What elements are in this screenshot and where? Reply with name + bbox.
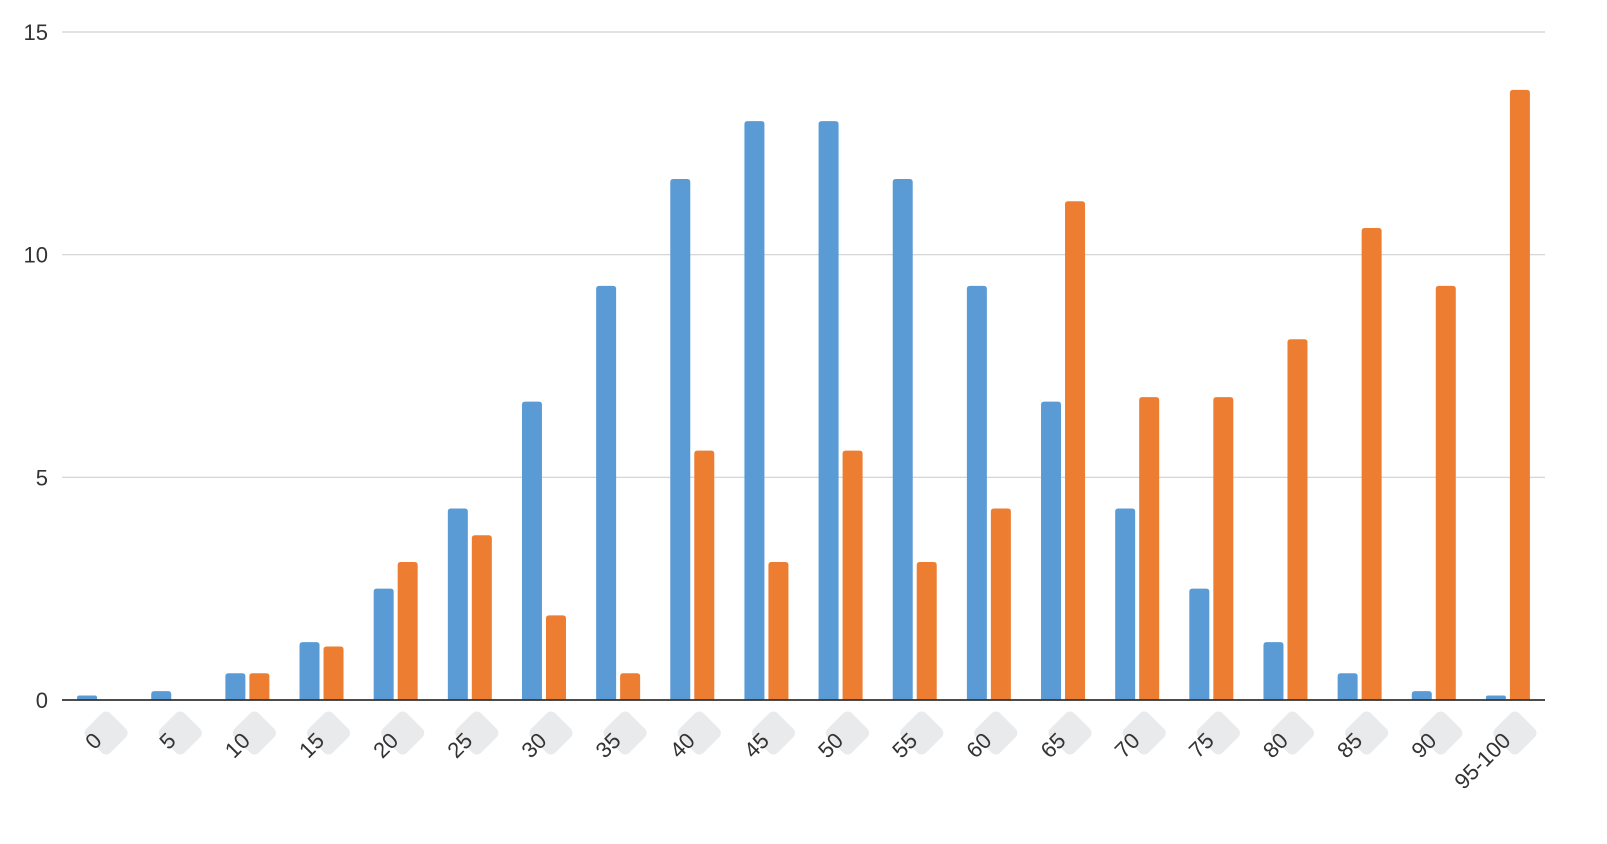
x-tick-badge — [1048, 711, 1092, 755]
y-tick-label: 10 — [24, 243, 48, 268]
bar-series-1-45 — [744, 121, 765, 701]
y-tick-label: 0 — [36, 688, 48, 713]
bar-series-2-35 — [620, 673, 641, 700]
x-tick-badge — [677, 711, 721, 755]
bar-series-2-60 — [990, 508, 1011, 700]
bar-series-1-80 — [1263, 642, 1284, 700]
x-axis: 0 5 10 15 20 25 30 35 40 45 50 55 60 65 70 75 80 85 90 95-1… — [62, 699, 1545, 794]
y-axis: 0 5 10 15 — [24, 20, 48, 713]
x-tick-badge — [826, 711, 870, 755]
gridlines — [62, 31, 1545, 478]
x-tick-badge — [900, 711, 944, 755]
bar-series-1-25 — [447, 508, 468, 700]
bars — [77, 89, 1530, 701]
y-tick-label: 15 — [24, 20, 48, 45]
x-tick-badge — [1493, 711, 1537, 755]
x-tick-badge — [1345, 711, 1389, 755]
x-tick-badge — [974, 711, 1018, 755]
x-tick-badge — [751, 711, 795, 755]
bar-series-1-50 — [818, 121, 839, 701]
bar-series-1-70 — [1115, 508, 1136, 700]
y-tick-label: 5 — [36, 465, 48, 490]
x-tick-badge — [381, 711, 425, 755]
bar-series-2-20 — [397, 561, 418, 700]
x-tick-badge — [84, 711, 128, 755]
x-tick-badge — [306, 711, 351, 755]
x-tick-badge — [1419, 711, 1463, 755]
x-tick-badge — [158, 711, 202, 755]
x-tick-badge — [603, 711, 647, 755]
bar-series-1-85 — [1337, 673, 1358, 700]
bar-series-1-95-100 — [1485, 695, 1506, 700]
bar-series-2-10 — [249, 673, 270, 700]
bar-series-2-90 — [1435, 285, 1456, 700]
x-tick-badge — [232, 711, 276, 755]
bar-series-1-60 — [966, 285, 987, 700]
bar-series-2-70 — [1139, 397, 1160, 700]
x-tick-badge — [1196, 711, 1240, 755]
bar-series-2-85 — [1361, 227, 1382, 701]
bar-series-1-40 — [670, 178, 691, 700]
bar-series-2-95-100 — [1509, 89, 1530, 701]
bar-series-2-45 — [768, 561, 789, 700]
bar-series-2-40 — [694, 450, 715, 700]
bar-series-2-75 — [1213, 397, 1234, 700]
x-tick-badge — [455, 711, 499, 755]
bar-series-1-55 — [892, 178, 913, 700]
x-tick-badge — [1270, 711, 1315, 755]
bar-series-2-25 — [471, 535, 492, 700]
bar-series-2-65 — [1065, 201, 1086, 700]
bar-series-1-15 — [299, 642, 320, 700]
bar-series-1-90 — [1411, 691, 1432, 700]
bar-series-1-0 — [77, 695, 98, 700]
bar-series-1-30 — [521, 401, 542, 700]
bar-series-1-75 — [1189, 588, 1210, 700]
bar-series-1-35 — [596, 285, 617, 700]
bar-series-1-10 — [225, 673, 246, 700]
bar-series-1-20 — [373, 588, 394, 700]
bar-series-2-55 — [916, 561, 937, 700]
bar-series-2-50 — [842, 450, 863, 700]
bar-series-1-5 — [151, 691, 172, 700]
bar-series-2-15 — [323, 646, 344, 700]
bar-series-2-30 — [545, 615, 566, 700]
bar-series-1-65 — [1041, 401, 1062, 700]
bar-series-2-80 — [1287, 339, 1308, 700]
x-tick-badge — [1122, 711, 1166, 755]
x-tick-badge — [529, 711, 573, 755]
